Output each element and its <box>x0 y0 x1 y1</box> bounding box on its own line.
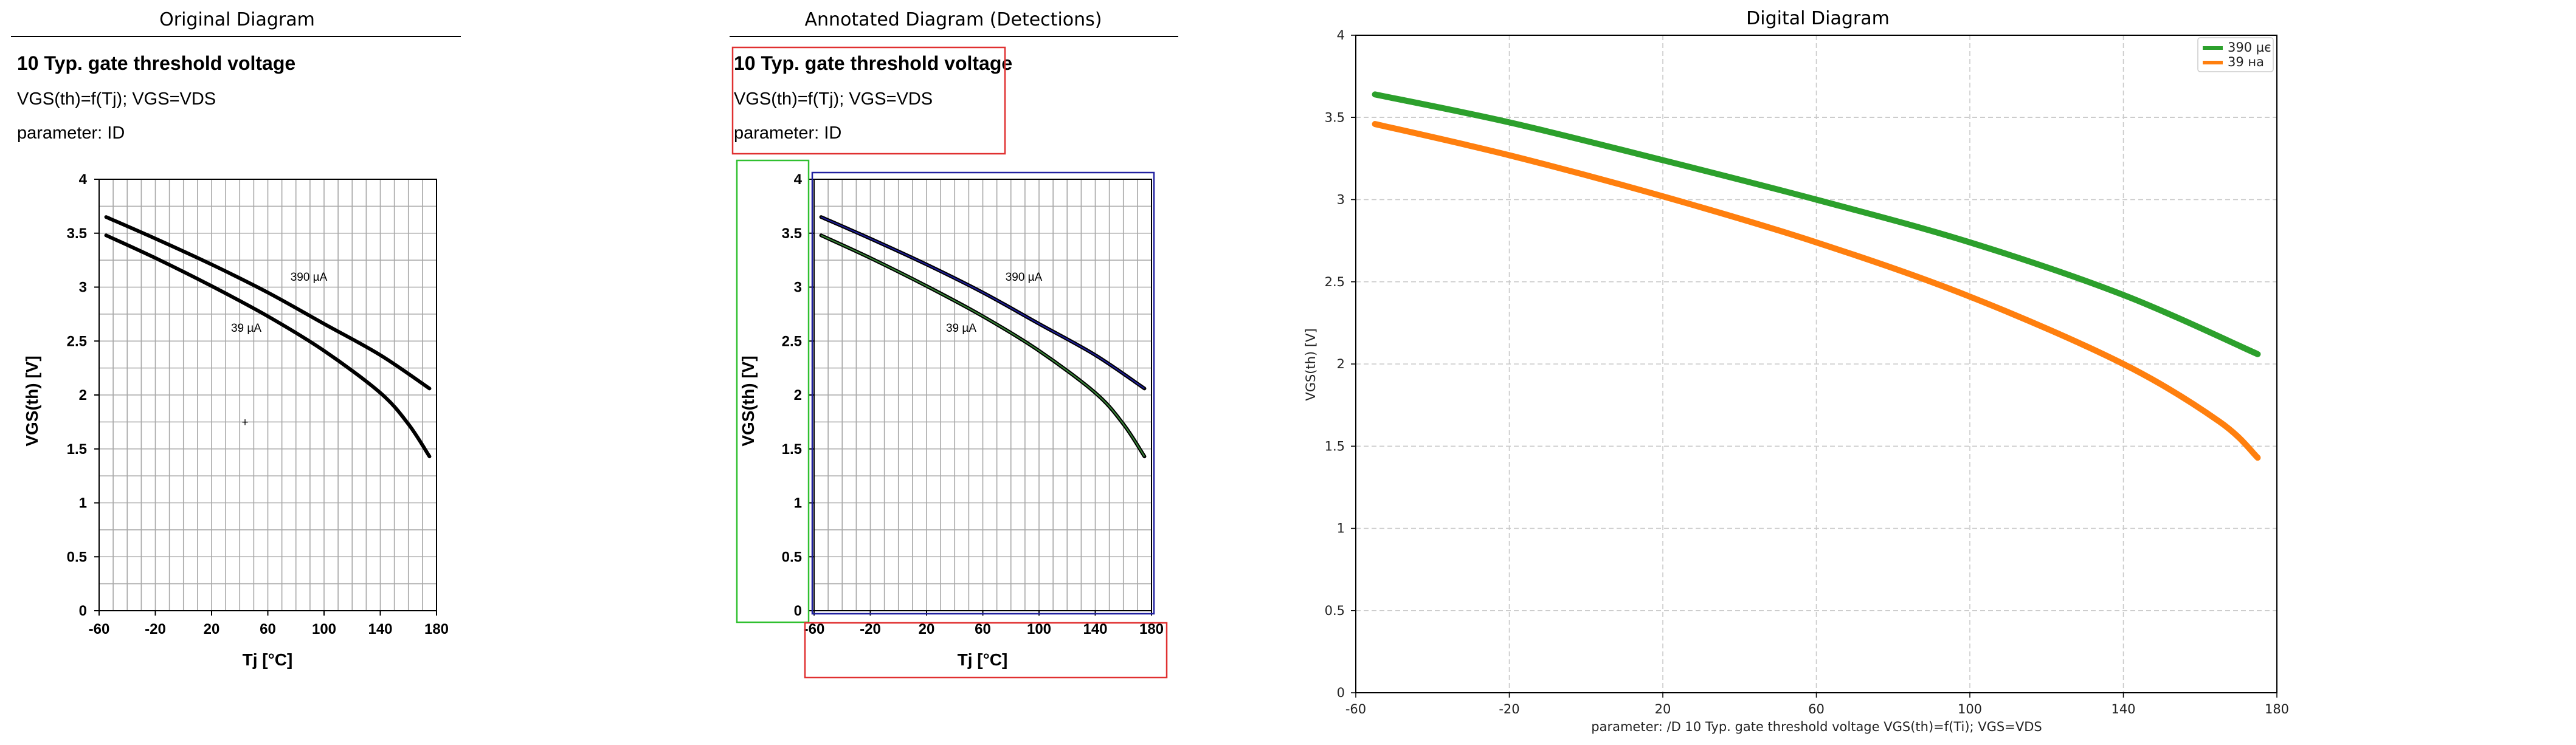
digital-y-tick-label: 3 <box>1337 193 1345 207</box>
legend-label-39: 39 на <box>2228 55 2264 69</box>
annotated-detected-series-1 <box>821 235 1145 457</box>
original-x-tick-label: 60 <box>260 621 276 637</box>
original-header-formula: VGS(th)=f(Tj); VGS=VDS <box>17 89 216 109</box>
annotated-x-tick-label: 100 <box>1027 621 1051 637</box>
original-y-tick-label: 0.5 <box>67 549 87 565</box>
digital-legend: 390 µє 39 на <box>2197 37 2274 72</box>
digital-x-tick-label: 100 <box>1958 702 1982 716</box>
annotated-x-tick-label: -20 <box>860 621 881 637</box>
original-header-title: 10 Typ. gate threshold voltage <box>17 52 295 74</box>
original-curves <box>104 215 432 459</box>
digital-plot-frame <box>1355 35 2277 693</box>
annotated-x-tick-label: 140 <box>1083 621 1107 637</box>
digital-panel: Digital Diagram -60 -20 20 60 100 140 180 0 0.5 1… <box>1304 8 2289 734</box>
annotated-curves <box>819 215 1147 459</box>
annotated-y-tick-label: 2.5 <box>782 333 802 349</box>
original-ticks: -60 -20 20 60 100 140 180 0 0.5 1 1.5 2 2.5 3 3.5 4 <box>67 171 449 637</box>
digital-x-tick-label: 180 <box>2265 702 2289 716</box>
original-y-tick-label: 3.5 <box>67 225 87 242</box>
digital-x-tick-label: 60 <box>1808 702 1825 716</box>
digital-y-tick-label: 2 <box>1337 357 1345 371</box>
digital-series-line-1 <box>1372 121 2261 461</box>
digital-y-tick-label: 0 <box>1337 685 1345 700</box>
digital-grid <box>1355 35 2277 693</box>
original-panel: Original Diagram 10 Typ. gate threshold … <box>11 9 461 669</box>
original-y-tick-label: 3 <box>79 280 87 296</box>
original-y-tick-label: 1 <box>79 495 87 512</box>
original-y-tick-label: 1.5 <box>67 441 87 458</box>
original-curve-label-390: 390 µA <box>291 271 328 284</box>
original-header-parameter: parameter: ID <box>17 123 125 143</box>
annotated-y-tick-label: 3.5 <box>782 225 802 242</box>
annotated-curve-label-39: 39 µA <box>946 322 976 335</box>
original-x-tick-label: -20 <box>145 621 166 637</box>
original-series-line-1 <box>104 233 432 459</box>
original-y-tick-label: 4 <box>79 171 88 188</box>
detection-box-plot-area <box>811 171 1155 615</box>
digital-panel-title: Digital Diagram <box>1746 8 1890 29</box>
annotated-panel: Annotated Diagram (Detections) 10 Typ. g… <box>730 9 1178 679</box>
original-grid <box>98 179 437 611</box>
original-y-tick-label: 0 <box>79 603 87 619</box>
digital-y-tick-label: 3.5 <box>1325 110 1345 125</box>
digital-curves <box>1372 91 2261 461</box>
original-x-axis-label: Tj [°C] <box>243 650 293 669</box>
annotated-x-axis-label: Tj [°C] <box>958 650 1008 669</box>
annotated-y-tick-label: 0 <box>794 603 802 619</box>
annotated-y-tick-label: 4 <box>794 171 803 188</box>
annotated-curve-label-390: 390 µA <box>1006 271 1043 284</box>
annotated-grid <box>813 179 1152 611</box>
annotated-y-tick-label: 1.5 <box>782 441 802 458</box>
original-x-tick-label: 20 <box>204 621 220 637</box>
original-y-tick-label: 2 <box>79 387 87 403</box>
annotated-header-parameter: parameter: ID <box>734 123 841 143</box>
annotated-detected-series-0 <box>821 216 1145 390</box>
annotated-y-tick-label: 2 <box>794 387 802 403</box>
original-stray-mark: + <box>241 416 248 429</box>
original-x-tick-label: 180 <box>424 621 449 637</box>
original-x-tick-label: 140 <box>368 621 392 637</box>
original-plot-frame <box>98 179 437 611</box>
digital-x-tick-label: -20 <box>1499 702 1519 716</box>
annotated-y-tick-label: 0.5 <box>782 549 802 565</box>
annotated-header-formula: VGS(th)=f(Tj); VGS=VDS <box>734 89 933 109</box>
digital-y-tick-label: 1.5 <box>1325 439 1345 453</box>
digital-x-tick-label: -60 <box>1345 702 1366 716</box>
annotated-x-tick-label: 60 <box>975 621 991 637</box>
digital-y-tick-label: 2.5 <box>1325 275 1345 289</box>
digital-x-tick-label: 20 <box>1655 702 1671 716</box>
digital-ticks: -60 -20 20 60 100 140 180 0 0.5 1 1.5 2 2.5 3 3.5 4 <box>1325 28 2289 716</box>
digital-x-tick-label: 140 <box>2111 702 2135 716</box>
digital-y-tick-label: 4 <box>1337 28 1345 43</box>
digital-y-tick-label: 0.5 <box>1325 603 1345 618</box>
digital-y-axis-label: VGS(th) [V] <box>1304 328 1318 400</box>
annotated-header-title: 10 Typ. gate threshold voltage <box>734 52 1012 74</box>
detection-box-x-axis <box>804 622 1168 679</box>
annotated-y-axis-label: VGS(th) [V] <box>739 355 758 446</box>
original-curve-label-39: 39 µA <box>231 322 261 335</box>
annotated-y-tick-label: 3 <box>794 280 802 296</box>
original-y-axis-label: VGS(th) [V] <box>22 355 41 446</box>
original-x-tick-label: -60 <box>89 621 110 637</box>
annotated-x-tick-label: 20 <box>919 621 935 637</box>
annotated-x-tick-label: 180 <box>1139 621 1164 637</box>
digital-series-line-0 <box>1372 91 2261 357</box>
annotated-plot-frame <box>813 179 1152 611</box>
annotated-y-tick-label: 1 <box>794 495 802 512</box>
legend-label-390: 390 µє <box>2228 40 2271 55</box>
original-y-tick-label: 2.5 <box>67 333 87 349</box>
detection-box-y-axis <box>736 159 810 623</box>
digital-x-axis-label: parameter: /D 10 Typ. gate threshold vol… <box>1591 719 2042 734</box>
original-x-tick-label: 100 <box>312 621 336 637</box>
digital-y-tick-label: 1 <box>1337 521 1345 536</box>
detection-box-header <box>731 46 1006 155</box>
annotated-panel-title: Annotated Diagram (Detections) <box>805 9 1102 30</box>
original-series-line-0 <box>104 215 432 391</box>
original-panel-title: Original Diagram <box>159 9 315 30</box>
annotated-x-tick-label: -60 <box>804 621 825 637</box>
